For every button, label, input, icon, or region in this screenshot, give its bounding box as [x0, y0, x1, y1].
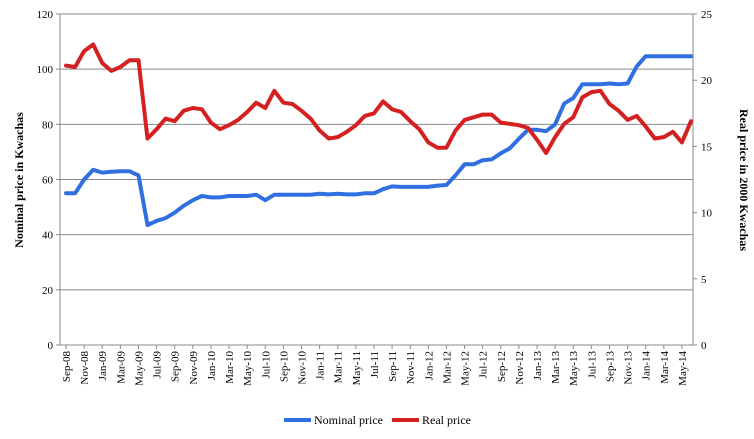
x-tick-label: Jul-12: [478, 351, 490, 379]
x-tick-label: May-10: [242, 351, 254, 386]
x-tick-label: Jan-12: [423, 351, 435, 380]
gridlines: [60, 68, 693, 291]
x-tick-label: Mar-14: [659, 351, 671, 384]
left-axis-title: Nominal price in Kwachas: [12, 112, 26, 248]
x-tick-label: Jul-10: [260, 351, 272, 379]
x-tick-label: Jan-14: [641, 351, 653, 381]
x-tick-label: May-11: [351, 351, 363, 385]
x-tick-label: Mar-09: [115, 351, 127, 384]
legend-label-nominal: Nominal price: [314, 413, 383, 427]
x-tick-label: Mar-10: [224, 351, 236, 384]
x-tick-label: Sep-12: [496, 351, 508, 382]
x-tick-label: Nov-08: [79, 351, 91, 385]
x-tick-label: Sep-13: [604, 351, 616, 383]
series-line-nominal-price: [64, 54, 693, 227]
x-tick-label: Sep-10: [278, 351, 290, 383]
x-tick-label: Sep-11: [387, 351, 399, 382]
x-tick-label: Jan-10: [206, 351, 218, 381]
x-tick-label: Nov-09: [188, 351, 200, 385]
left-tick-label: 60: [42, 175, 54, 187]
right-tick-label: 20: [701, 75, 713, 87]
right-tick-label: 10: [701, 208, 713, 220]
right-tick-label: 25: [701, 9, 713, 21]
left-y-axis: 0 20 40 60 80 100 120: [37, 9, 60, 352]
left-tick-label: 100: [37, 64, 54, 76]
x-tick-label: Jan-13: [532, 351, 544, 381]
x-tick-label: Mar-12: [441, 351, 453, 384]
x-tick-label: Nov-11: [405, 351, 417, 384]
left-tick-label: 20: [42, 285, 54, 297]
x-tick-label: Mar-11: [333, 351, 345, 383]
x-tick-label: Jul-09: [152, 351, 164, 379]
right-axis-title: Real price in 2000 Kwachas: [737, 109, 751, 251]
right-tick-label: 0: [701, 340, 707, 352]
x-tick-label: Jan-11: [315, 351, 327, 380]
x-tick-label: Nov-10: [297, 351, 309, 385]
x-tick-label: May-09: [133, 351, 145, 386]
x-tick-label: Mar-13: [550, 351, 562, 384]
x-tick-label: May-13: [568, 351, 580, 386]
series-lines: [64, 42, 693, 227]
x-tick-label: Jan-09: [97, 351, 109, 381]
right-y-axis: 0 5 10 15 20 25: [693, 9, 713, 352]
x-tick-label: Sep-09: [170, 351, 182, 383]
x-tick-label: Sep-08: [61, 351, 73, 383]
right-tick-label: 5: [701, 274, 707, 286]
legend-label-real: Real price: [422, 413, 471, 427]
x-tick-label: Jul-13: [586, 351, 598, 379]
legend: Nominal price Real price: [284, 413, 471, 427]
x-axis: Sep-08 Nov-08 Jan-09 Mar-09 May-09 Jul-09 Sep-…: [61, 345, 689, 386]
series-line-real-price: [64, 42, 693, 155]
x-tick-label: May-14: [677, 351, 689, 386]
x-tick-label: Nov-12: [514, 351, 526, 385]
x-tick-label: Jul-11: [369, 351, 381, 378]
right-tick-label: 15: [701, 141, 713, 153]
x-tick-label: May-12: [460, 351, 472, 386]
left-tick-label: 80: [42, 119, 54, 131]
x-tick-label: Nov-13: [623, 351, 635, 385]
left-tick-label: 120: [37, 9, 54, 21]
left-tick-label: 0: [48, 340, 54, 352]
left-tick-label: 40: [42, 230, 54, 242]
